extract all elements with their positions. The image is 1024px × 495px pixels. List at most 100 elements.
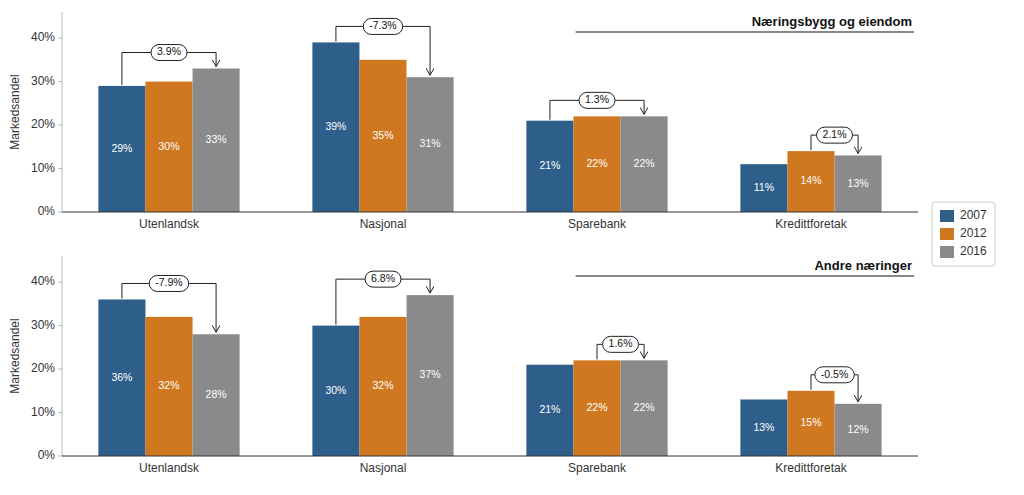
x-tick-label: Utenlandsk [139,461,200,475]
y-tick-label: 20% [31,117,55,131]
y-tick-label: 10% [31,161,55,175]
annotation-bubble [151,45,187,61]
bar [359,317,406,456]
change-annotation: 3.9% [122,45,216,85]
bar [621,116,668,212]
data-label: 33% [206,133,227,145]
bar [145,82,192,212]
title-underline [576,32,914,33]
y-tick-label: 10% [31,405,55,419]
data-label: 32% [158,379,179,391]
data-label: 21% [539,159,560,171]
title-underline [576,276,914,277]
bar [740,399,787,456]
annotation-text: 3.9% [157,45,181,57]
data-label: 21% [539,403,560,415]
x-tick-label: Kredittforetak [775,461,847,475]
annotation-bubble [579,92,615,108]
chart-title: Andre næringer [814,258,912,273]
y-axis-line [62,256,63,456]
y-tick [58,325,62,326]
x-tick-label: Nasjonal [360,461,407,475]
y-tick [58,282,62,283]
data-label: 30% [325,384,346,396]
bar [787,391,834,456]
y-tick [58,412,62,413]
bar [98,299,145,456]
data-label: 39% [325,120,346,132]
y-tick-label: 30% [31,318,55,332]
data-label: 37% [420,368,441,380]
bar [312,326,359,456]
bar [407,295,454,456]
data-label: 35% [372,129,393,141]
data-label: 13% [753,421,774,433]
bar [145,317,192,456]
data-label: 30% [158,140,179,152]
data-label: 36% [111,371,132,383]
data-label: 15% [800,416,821,428]
bar [526,365,573,456]
legend: 200720122016 [932,202,995,266]
bar [312,42,359,212]
data-label: 22% [634,401,655,413]
change-annotation: 1.3% [550,92,644,119]
bar [193,334,240,456]
y-axis-line [62,12,63,212]
change-annotation: -7.3% [336,18,430,75]
y-tick [58,369,62,370]
annotation-arrow [858,375,859,402]
bar [526,121,573,212]
annotation-arrow [430,26,431,75]
bar [573,360,620,456]
annotation-arrow [216,283,217,332]
change-annotation: -0.5% [811,367,858,402]
chart-panel: 0%10%20%30%40%Markedsandel36%30%21%13%32… [8,256,918,475]
data-label: 12% [848,423,869,435]
annotation-bubble [363,18,402,34]
annotation-text: 1.3% [585,93,609,105]
x-tick-label: Utenlandsk [139,217,200,231]
bar-group [98,42,881,212]
bar [621,360,668,456]
data-label: 22% [586,401,607,413]
x-tick-label: Kredittforetak [775,217,847,231]
y-tick [58,212,62,213]
annotation-text: 6.8% [371,272,395,284]
change-annotation: 6.8% [336,271,430,324]
legend-swatch [940,246,954,258]
bar [407,77,454,212]
annotation-arrow [216,53,217,67]
annotation-bubble [365,271,401,287]
bar [740,164,787,212]
y-tick-label: 40% [31,274,55,288]
data-label: 22% [586,157,607,169]
change-annotation: -7.9% [122,275,216,332]
bar [835,155,882,212]
y-tick-label: 20% [31,361,55,375]
y-tick [58,168,62,169]
bar [573,116,620,212]
annotation-text: -0.5% [821,368,848,380]
data-label: 11% [754,181,774,193]
annotation-bubble [815,367,854,383]
x-axis-line [62,456,918,457]
y-tick-label: 0% [38,204,56,218]
y-axis-label: Markedsandel [8,318,22,393]
data-label: 14% [800,174,821,186]
data-label: 13% [848,177,869,189]
data-label: 32% [372,379,393,391]
chart-title: Næringsbygg og eiendom [752,14,912,29]
bar [98,86,145,212]
annotation-text: 1.6% [609,337,633,349]
annotation-arrow [644,100,645,114]
x-tick-label: Sparebank [568,217,627,231]
data-label: 29% [111,142,132,154]
legend-swatch [940,228,954,240]
annotation-arrow [644,344,645,358]
bar [835,404,882,456]
legend-box [932,202,995,266]
change-annotation: 1.6% [597,336,644,359]
bar [193,69,240,212]
legend-label: 2016 [960,244,987,258]
